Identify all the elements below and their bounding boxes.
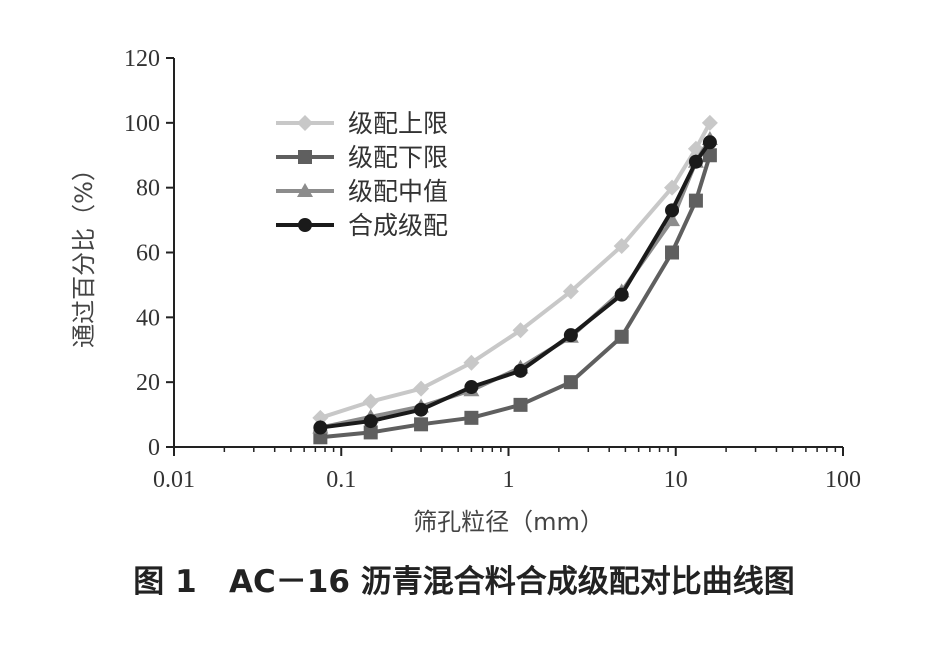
x-tick-label: 0.01 xyxy=(153,467,195,493)
data-point xyxy=(702,135,717,150)
data-point xyxy=(664,179,681,196)
legend-label: 级配下限 xyxy=(348,143,448,172)
x-tick-label: 0.1 xyxy=(326,467,356,493)
data-point xyxy=(563,328,578,343)
data-point xyxy=(665,245,680,260)
data-point xyxy=(463,354,480,371)
y-tick-label: 20 xyxy=(136,370,160,396)
legend-label: 级配上限 xyxy=(348,109,448,138)
data-point xyxy=(614,329,629,344)
legend-label: 合成级配 xyxy=(348,211,448,240)
data-point xyxy=(464,410,479,425)
data-point xyxy=(363,414,378,429)
legend-item: 级配上限 xyxy=(276,109,448,138)
y-tick-label: 40 xyxy=(136,305,160,331)
legend-marker xyxy=(298,218,312,232)
data-point xyxy=(702,148,717,163)
data-point xyxy=(513,363,528,378)
data-point xyxy=(362,393,379,410)
y-tick-label: 0 xyxy=(148,435,160,461)
x-tick-label: 10 xyxy=(664,467,688,493)
data-point xyxy=(313,430,328,445)
legend-item: 级配下限 xyxy=(276,143,448,172)
data-point xyxy=(613,238,630,255)
legend-label: 级配中值 xyxy=(348,177,448,206)
gradation-chart: 0 20 40 60 80 100 120 0.01 0.1 1 10 100 级配上限级配下限级配中… xyxy=(70,46,861,536)
legend-marker xyxy=(298,150,312,164)
x-tick-label: 100 xyxy=(825,467,861,493)
data-point xyxy=(413,380,430,397)
series-layer xyxy=(312,114,718,445)
data-point xyxy=(414,417,429,432)
y-axis-title: 通过百分比（%） xyxy=(70,157,98,348)
data-point xyxy=(688,154,703,169)
data-point xyxy=(563,375,578,390)
y-tick-label: 100 xyxy=(124,111,160,137)
series-circle xyxy=(313,135,717,435)
series-line xyxy=(320,154,712,440)
data-point xyxy=(313,420,328,435)
y-tick-label: 80 xyxy=(136,176,160,202)
data-point xyxy=(562,283,579,300)
legend-marker xyxy=(297,115,313,131)
data-point xyxy=(414,402,429,417)
data-point xyxy=(688,193,703,208)
data-point xyxy=(701,114,718,131)
series-diamond xyxy=(312,114,718,426)
x-axis-title: 筛孔粒径（mm） xyxy=(413,508,604,536)
data-point xyxy=(363,425,378,440)
y-tick-label: 120 xyxy=(124,46,160,72)
data-point xyxy=(614,287,629,302)
data-point xyxy=(512,322,529,339)
x-tick-label: 1 xyxy=(503,467,515,493)
data-point xyxy=(665,203,680,218)
y-tick-label: 60 xyxy=(136,241,160,267)
legend-item: 合成级配 xyxy=(276,211,448,240)
series-square xyxy=(313,148,717,445)
legend-item: 级配中值 xyxy=(276,177,448,206)
data-point xyxy=(513,397,528,412)
legend-marker xyxy=(297,183,313,197)
data-point xyxy=(464,380,479,395)
axes: 0 20 40 60 80 100 120 0.01 0.1 1 10 100 xyxy=(124,46,861,493)
data-point xyxy=(664,212,681,227)
figure-caption: 图 1 AC－16 沥青混合料合成级配对比曲线图 xyxy=(133,564,795,600)
series-line xyxy=(320,141,712,430)
series-line xyxy=(319,121,712,420)
